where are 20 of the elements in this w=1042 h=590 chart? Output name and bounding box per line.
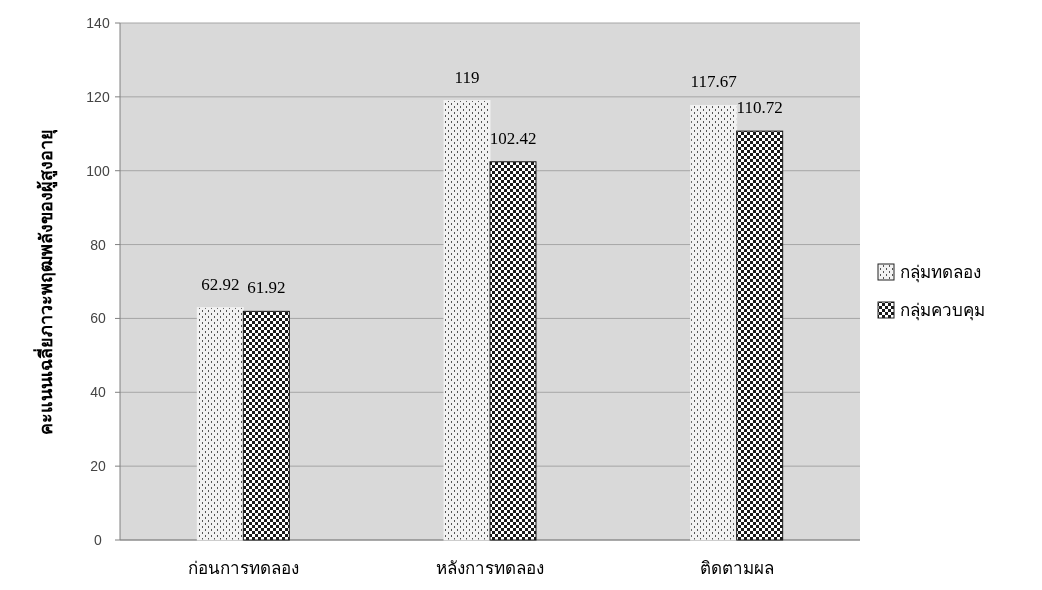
data-label: 62.92 [201, 274, 240, 294]
data-label: 119 [454, 67, 480, 87]
y-tick-label: 80 [90, 236, 106, 253]
data-label: 61.92 [247, 278, 286, 298]
y-tick-label: 120 [86, 88, 110, 105]
legend-label: กลุ่มทดลอง [900, 263, 981, 283]
y-tick-label: 140 [86, 15, 110, 31]
data-label: 102.42 [489, 128, 537, 148]
x-tick-label: ก่อนการทดลอง [187, 559, 299, 578]
y-tick-label: 60 [90, 310, 106, 327]
data-label: 117.67 [690, 72, 738, 92]
legend-label: กลุ่มควบคุม [900, 301, 985, 321]
data-label: 110.72 [736, 98, 783, 118]
y-tick-label: 40 [90, 384, 106, 401]
x-tick-label: หลังการทดลอง [436, 559, 544, 578]
y-tick-label: 20 [90, 458, 106, 475]
x-tick-label: ติดตามผล [699, 559, 774, 578]
y-tick-label: 100 [86, 162, 110, 179]
y-tick-label: 0 [94, 532, 103, 548]
y-axis-title: คะแนนเฉลี่ยภาวะพฤฒพลังของผู้สูงอายุ [33, 128, 58, 435]
